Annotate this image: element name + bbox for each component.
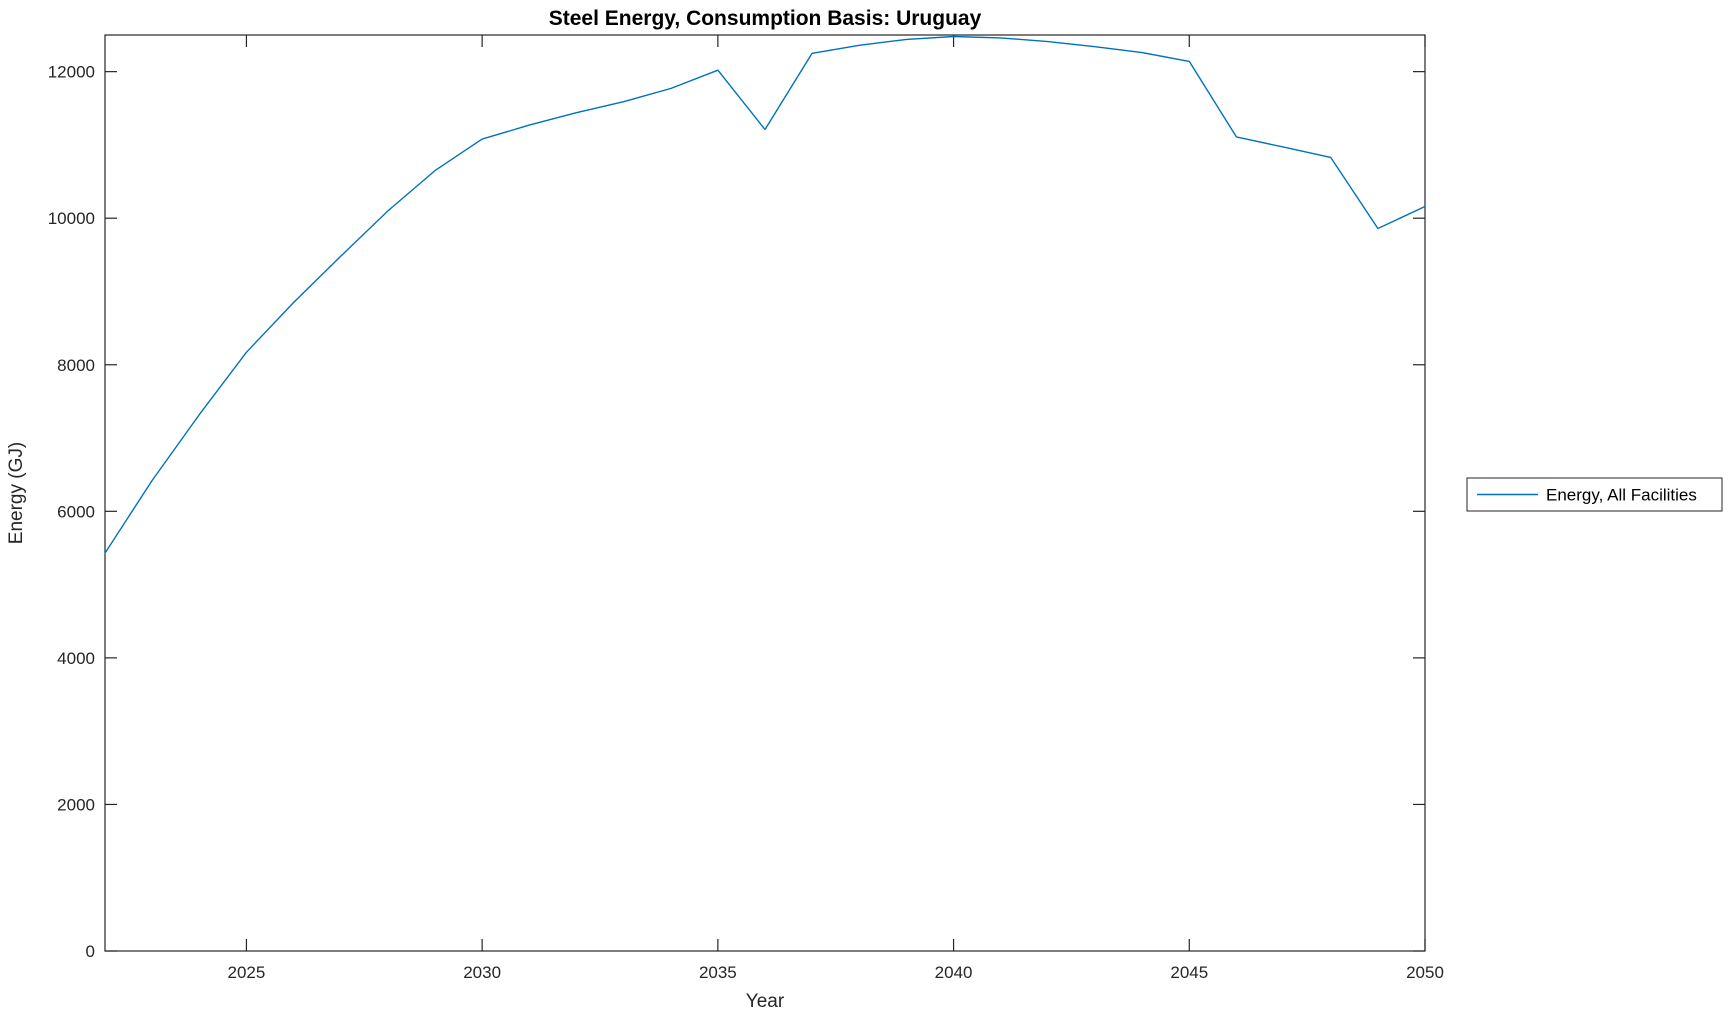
y-tick-label: 12000 — [48, 63, 95, 82]
series-line-energy-all-facilities — [104, 35, 1426, 554]
x-tick-label: 2040 — [935, 963, 973, 982]
y-axis-label: Energy (GJ) — [6, 442, 27, 544]
legend: Energy, All Facilities — [1466, 477, 1723, 512]
plot-area — [104, 34, 1426, 952]
axis-ticks: 2025 2030 2035 2040 2045 2050 0 2000 4000 6000 800… — [48, 35, 1444, 982]
x-tick-label: 2050 — [1406, 963, 1444, 982]
y-tick-label: 8000 — [57, 356, 95, 375]
y-tick-label: 2000 — [57, 795, 95, 814]
y-tick-label: 6000 — [57, 502, 95, 521]
x-tick-label: 2035 — [699, 963, 737, 982]
x-tick-label: 2045 — [1170, 963, 1208, 982]
x-axis-label: Year — [746, 991, 785, 1012]
y-tick-label: 0 — [86, 942, 95, 961]
x-tick-label: 2030 — [463, 963, 501, 982]
x-tick-label: 2025 — [228, 963, 266, 982]
chart-title: Steel Energy, Consumption Basis: Uruguay — [549, 7, 982, 30]
y-tick-label: 10000 — [48, 209, 95, 228]
y-tick-label: 4000 — [57, 649, 95, 668]
legend-entry-label: Energy, All Facilities — [1546, 486, 1697, 505]
